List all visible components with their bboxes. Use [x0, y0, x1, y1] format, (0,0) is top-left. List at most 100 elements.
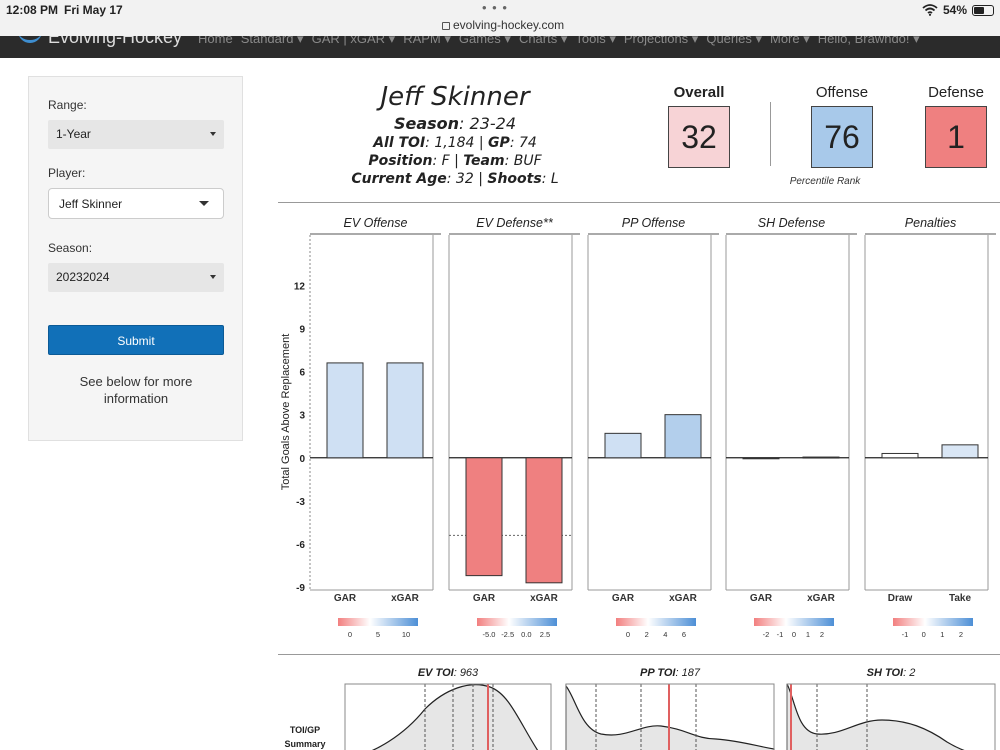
y-tick-label: 9	[299, 324, 305, 335]
legend-tick-label: -1	[902, 630, 909, 639]
legend-tick-label: 0	[626, 630, 630, 639]
x-tick-label: GAR	[612, 593, 635, 604]
shoots-key: Shoots	[487, 171, 542, 187]
range-select[interactable]: 1-Year	[48, 120, 224, 149]
bar-gar	[326, 362, 364, 459]
legend-tick-label: 0	[922, 630, 926, 639]
panel-title: EV Offense	[344, 216, 408, 230]
y-tick-label: -6	[296, 540, 305, 551]
nav-item-2[interactable]: GAR | xGAR ▾	[311, 36, 396, 46]
player-value: Jeff Skinner	[59, 197, 123, 211]
bar-gar	[465, 457, 503, 577]
toi-key: All TOI	[373, 135, 426, 151]
x-tick-label: Draw	[888, 593, 913, 604]
nav-item-0[interactable]: Home	[198, 36, 233, 46]
logo-icon	[18, 36, 42, 43]
offense-score: Offense 76	[811, 84, 873, 168]
nav-item-10[interactable]: Hello, Brawndo! ▾	[817, 36, 920, 46]
x-tick-label: GAR	[473, 593, 496, 604]
defense-score: Defense 1	[925, 84, 987, 168]
legend-tick-label: 0	[792, 630, 796, 639]
legend-tick-label: 4	[663, 630, 667, 639]
overall-value-box: 32	[668, 106, 730, 168]
toi-panel-frame	[565, 683, 775, 750]
caret-down-icon	[210, 275, 216, 279]
legend-colorbar	[338, 618, 418, 626]
position-key: Position	[368, 153, 433, 169]
nav-item-3[interactable]: RAPM ▾	[403, 36, 451, 46]
nav-item-7[interactable]: Projections ▾	[623, 36, 699, 46]
offense-label: Offense	[815, 84, 869, 101]
toi-panel-title: SH TOI: 2	[867, 667, 916, 679]
battery-percent: 54%	[942, 3, 967, 17]
legend-tick-label: -1	[777, 630, 784, 639]
toi-panel-key: SH TOI	[867, 667, 904, 679]
nav-item-4[interactable]: Games ▾	[458, 36, 511, 46]
caret-down-icon	[199, 201, 209, 206]
brand[interactable]: Evolving-Hockey	[18, 36, 182, 48]
battery-icon	[972, 4, 994, 16]
bar-xgar	[664, 414, 702, 459]
address-bar[interactable]: evolving-hockey.com	[442, 18, 564, 32]
nav-item-8[interactable]: Queries ▾	[706, 36, 762, 46]
defense-label: Defense	[928, 84, 984, 101]
range-label: Range:	[48, 98, 87, 112]
legend-tick-label: 0.0	[521, 630, 531, 639]
percentile-caption: Percentile Rank	[789, 176, 861, 187]
toi-panel-key: PP TOI	[640, 667, 676, 679]
player-select[interactable]: Jeff Skinner	[48, 188, 224, 219]
panel-title: Penalties	[905, 216, 956, 230]
toi-panel-val: : 2	[903, 667, 915, 679]
legend-tick-label: -2	[763, 630, 770, 639]
info-text: See below for more information	[79, 374, 193, 406]
legend-colorbar	[754, 618, 834, 626]
toi-panel-val: : 963	[454, 667, 479, 679]
overall-label: Overall	[673, 84, 725, 101]
battery-fill	[974, 6, 984, 14]
nav-item-5[interactable]: Charts ▾	[518, 36, 568, 46]
date: Fri May 17	[64, 3, 123, 17]
toi-density-curve	[786, 683, 965, 750]
bar-gar	[742, 457, 780, 460]
season-line: Season: 23-24	[290, 114, 620, 134]
y-axis-label: Total Goals Above Replacement	[280, 334, 292, 491]
toi-panel-title: PP TOI: 187	[640, 667, 701, 679]
age-key: Current Age	[351, 171, 447, 187]
season-select[interactable]: 20232024	[48, 263, 224, 292]
gp-key: GP	[488, 135, 510, 151]
age-line: Current Age: 32 | Shoots: L	[290, 170, 620, 188]
nav-item-1[interactable]: Standard ▾	[240, 36, 304, 46]
status-bar: 12:08 PM Fri May 17 • • • evolving-hocke…	[0, 0, 1000, 36]
season-value: 20232024	[56, 270, 110, 284]
legend-tick-label: 6	[682, 630, 686, 639]
toi-panel-val: : 187	[676, 667, 701, 679]
caret-down-icon	[210, 132, 216, 136]
lock-icon	[442, 22, 450, 30]
x-tick-label: GAR	[750, 593, 773, 604]
toi-row-label-2: Summary	[284, 739, 325, 749]
legend-tick-label: -2.5	[501, 630, 514, 639]
more-dots-icon[interactable]: • • •	[482, 0, 508, 15]
toi-val: : 1,184 |	[425, 135, 489, 151]
y-tick-label: 3	[299, 411, 305, 422]
legend-tick-label: -5.0	[483, 630, 496, 639]
panel-title: SH Defense	[758, 216, 825, 230]
panel-title: PP Offense	[622, 216, 686, 230]
x-tick-label: xGAR	[669, 593, 698, 604]
position-val: : F |	[432, 153, 464, 169]
x-tick-label: Take	[949, 593, 971, 604]
submit-button[interactable]: Submit	[48, 325, 224, 355]
player-label: Player:	[48, 166, 86, 180]
team-val: : BUF	[504, 153, 542, 169]
legend-tick-label: 5	[376, 630, 380, 639]
season-label: Season:	[48, 241, 93, 255]
brand-text: Evolving-Hockey	[48, 36, 183, 47]
toi-density-curve	[565, 684, 775, 750]
legend-tick-label: 2	[959, 630, 963, 639]
legend-tick-label: 1	[806, 630, 810, 639]
filter-sidebar: Range: 1-Year Player: Jeff Skinner Seaso…	[28, 76, 243, 441]
nav-item-6[interactable]: Tools ▾	[575, 36, 616, 46]
overall-score: Overall 32	[668, 84, 730, 168]
nav-item-9[interactable]: More ▾	[769, 36, 810, 46]
x-tick-label: xGAR	[391, 593, 420, 604]
